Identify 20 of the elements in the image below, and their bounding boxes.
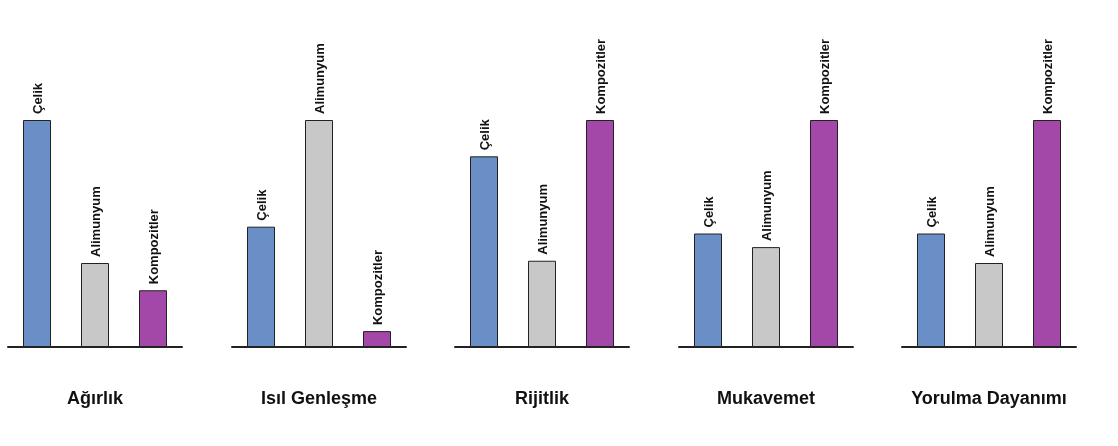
text: Çelik bbox=[476, 118, 492, 151]
text: Alimunyum bbox=[981, 186, 997, 258]
text: Alimunyum bbox=[534, 183, 550, 255]
x-axis-title: Isıl Genleşme bbox=[260, 388, 377, 408]
text: Alimunyum bbox=[87, 186, 103, 258]
text: Kompozitler bbox=[1039, 38, 1055, 114]
text: Alimunyum bbox=[311, 43, 327, 114]
text: Kompozitler bbox=[592, 38, 608, 114]
text: Çelik bbox=[700, 195, 716, 228]
x-axis-title: Ağırlık bbox=[66, 388, 124, 408]
text: Kompozitler bbox=[145, 209, 161, 285]
text: Çelik bbox=[923, 195, 939, 228]
x-axis-title: Mukavemet bbox=[716, 388, 815, 408]
text: Çelik bbox=[253, 188, 269, 221]
x-axis-title: Rijitlik bbox=[515, 388, 571, 408]
text: Alimunyum bbox=[758, 170, 774, 242]
text: Kompozitler bbox=[816, 38, 832, 114]
text: Kompozitler bbox=[369, 249, 385, 326]
text: Çelik bbox=[29, 82, 45, 114]
x-axis-title: Yorulma Dayanımı bbox=[911, 388, 1068, 408]
